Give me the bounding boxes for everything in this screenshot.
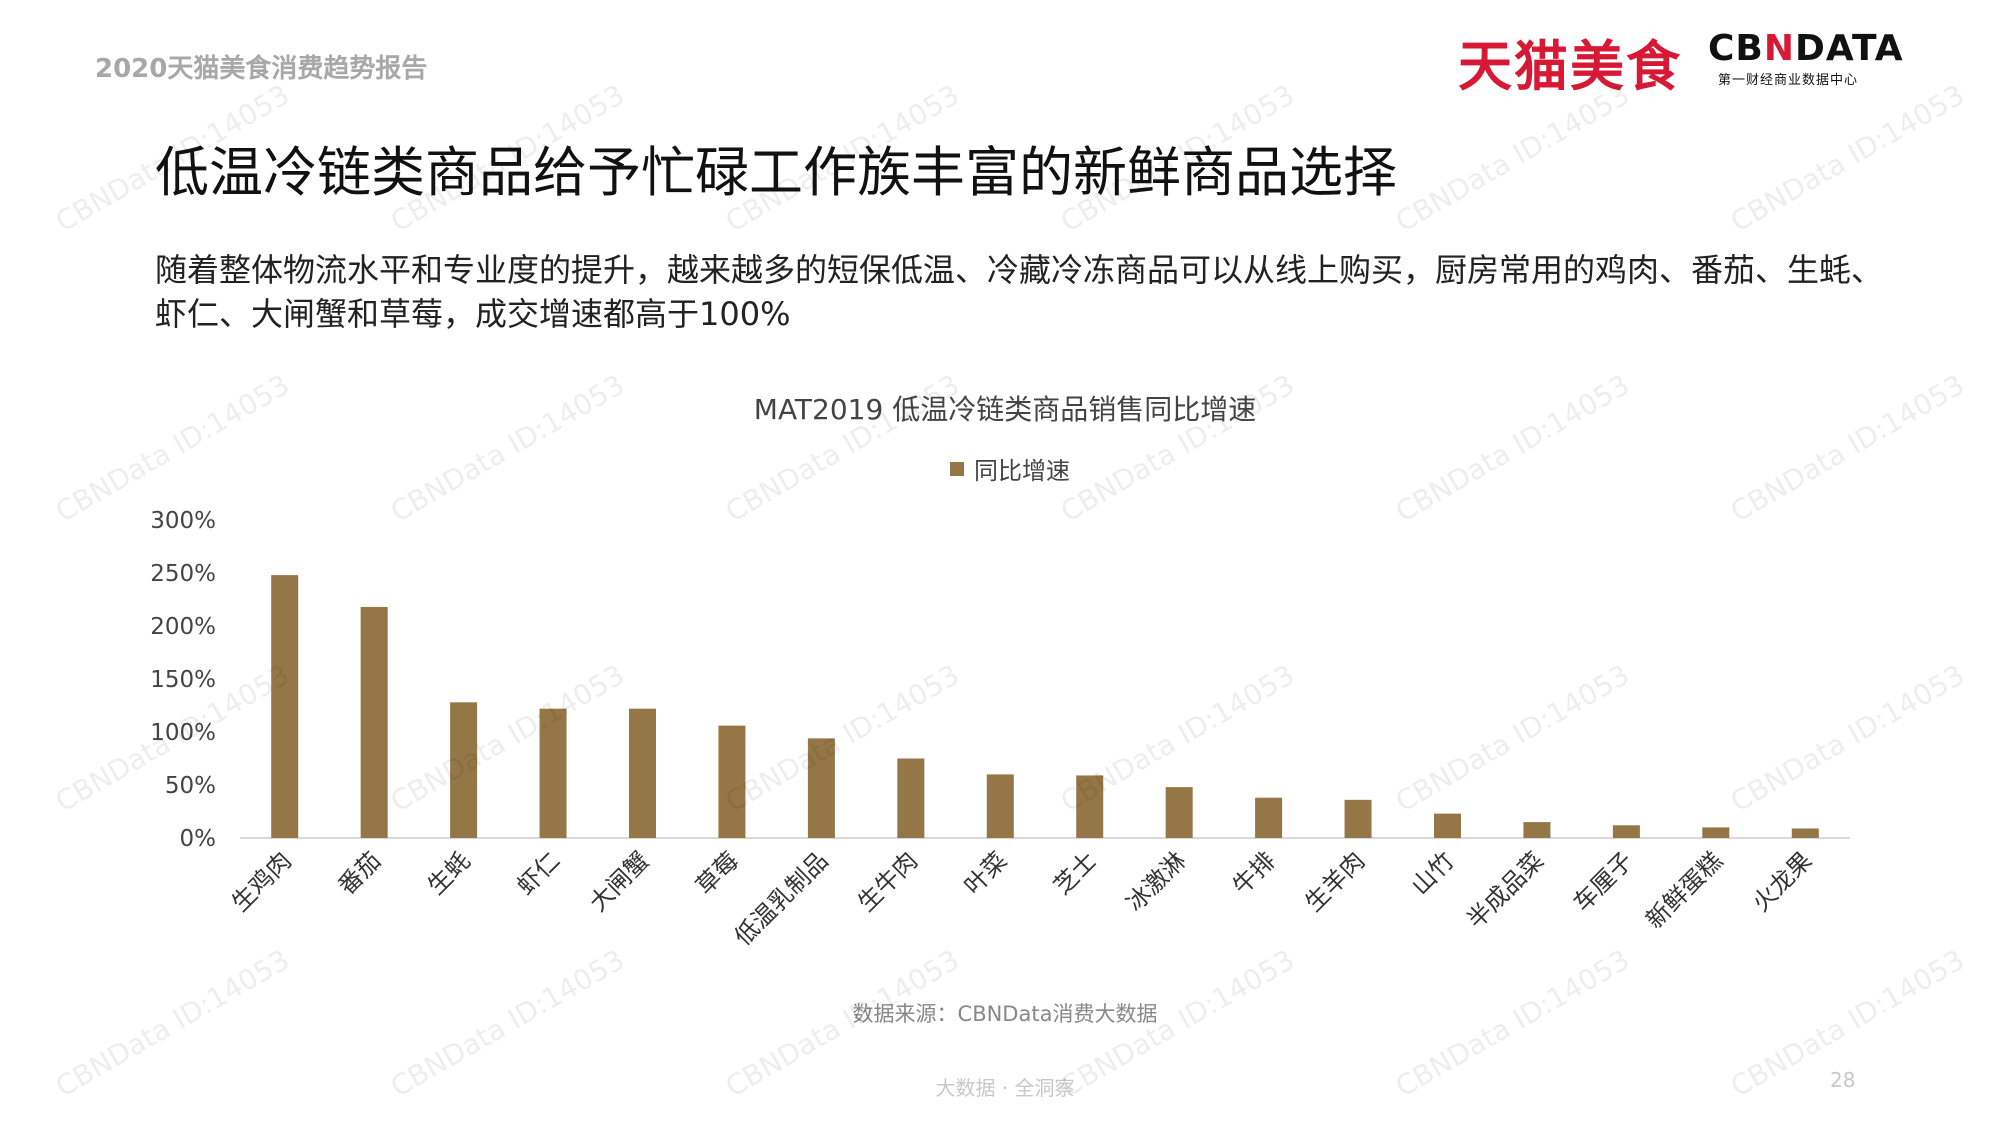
bar <box>450 702 478 838</box>
y-tick-label: 50% <box>165 773 216 799</box>
page-number: 28 <box>1830 1068 1856 1092</box>
legend-swatch <box>950 461 964 476</box>
y-tick-label: 100% <box>150 720 216 746</box>
intro-paragraph: 随着整体物流水平和专业度的提升，越来越多的短保低温、冷藏冷冻商品可以从线上购买，… <box>155 251 1884 333</box>
bar <box>360 606 388 838</box>
bar <box>1523 822 1551 838</box>
x-tick-label: 火龙果 <box>1747 846 1818 917</box>
bar <box>718 725 746 838</box>
x-tick-label: 低温乳制品 <box>729 846 834 951</box>
x-tick-label: 新鲜蛋糕 <box>1640 846 1728 934</box>
cbndata-logo: CBNDATA 第一财经商业数据中心 <box>1708 28 1904 88</box>
x-tick-label: 草莓 <box>690 846 744 900</box>
x-tick-label: 冰激淋 <box>1121 846 1192 917</box>
x-tick-label: 生蚝 <box>422 846 476 900</box>
data-source: 数据来源：CBNData消费大数据 <box>852 1002 1158 1026</box>
y-tick-label: 150% <box>150 667 216 693</box>
y-tick-label: 250% <box>150 561 216 587</box>
page-headline: 低温冷链类商品给予忙碌工作族丰富的新鲜商品选择 <box>155 141 1397 204</box>
y-tick-label: 200% <box>150 614 216 640</box>
bar <box>1165 787 1193 838</box>
x-tick-label: 半成品菜 <box>1462 846 1550 934</box>
tmall-food-logo: 天猫美食 <box>1458 35 1682 98</box>
bar <box>986 774 1014 838</box>
legend-label: 同比增速 <box>974 457 1070 485</box>
chart-title: MAT2019 低温冷链类商品销售同比增速 <box>753 393 1257 426</box>
footer-slogan: 大数据 · 全洞察 <box>935 1076 1075 1100</box>
bar <box>271 575 299 838</box>
bar <box>1612 825 1640 838</box>
report-title: 2020天猫美食消费趋势报告 <box>95 54 428 84</box>
bar <box>1702 827 1730 838</box>
x-tick-label: 番茄 <box>333 846 387 900</box>
x-tick-label: 生羊肉 <box>1300 846 1371 917</box>
x-tick-label: 虾仁 <box>512 846 566 900</box>
x-tick-label: 山竹 <box>1406 846 1460 900</box>
bar <box>1344 799 1372 838</box>
bar <box>539 708 567 838</box>
x-tick-label: 生鸡肉 <box>226 846 297 917</box>
x-tick-label: 叶菜 <box>959 846 1013 900</box>
y-tick-label: 300% <box>150 508 216 534</box>
cbndata-logo-name: CBNDATA <box>1708 28 1904 69</box>
bar <box>1791 828 1819 838</box>
bar <box>629 708 656 838</box>
bar <box>897 758 925 838</box>
bar <box>1434 813 1461 838</box>
x-tick-label: 生牛肉 <box>852 846 923 917</box>
x-tick-label: 车厘子 <box>1568 846 1639 917</box>
y-tick-label: 0% <box>180 826 217 852</box>
cbndata-logo-subtitle: 第一财经商业数据中心 <box>1717 73 1858 88</box>
chart-legend: 同比增速 <box>950 451 1070 486</box>
bar <box>1255 797 1283 838</box>
x-tick-label: 牛排 <box>1227 846 1281 900</box>
x-tick-label: 大闸蟹 <box>584 846 655 917</box>
bar <box>1076 775 1104 838</box>
bar <box>807 738 835 838</box>
x-tick-label: 芝士 <box>1048 846 1102 900</box>
